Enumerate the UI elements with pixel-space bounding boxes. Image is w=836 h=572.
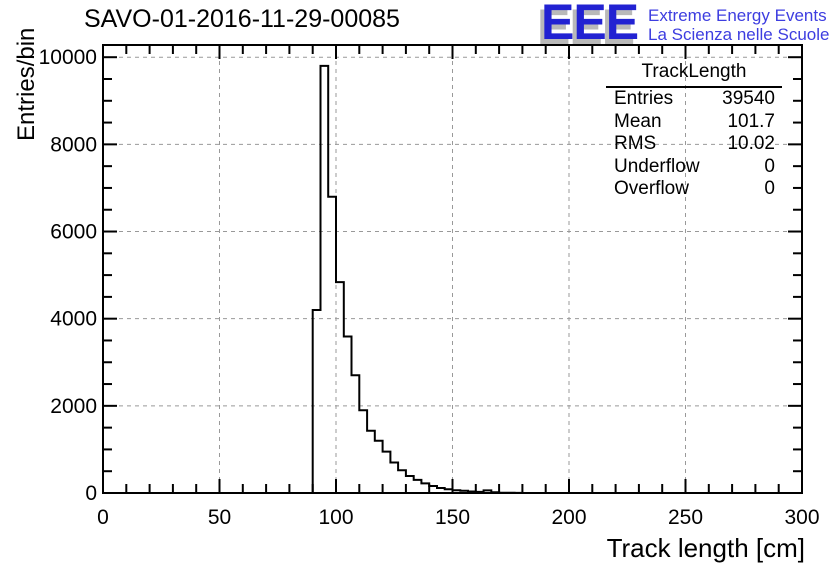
- stat-label: Underflow: [614, 155, 700, 177]
- x-tick-label: 300: [784, 506, 819, 529]
- stats-box: TrackLength Entries 39540 Mean 101.7 RMS…: [606, 61, 782, 201]
- stats-row-overflow: Overflow 0: [606, 178, 782, 201]
- x-tick-labels: 0 50 100 150 200 250 300: [97, 506, 819, 529]
- stats-row-entries: Entries 39540: [606, 88, 782, 111]
- stat-label: Mean: [614, 110, 662, 132]
- histogram-line: [311, 64, 524, 494]
- stat-value: 39540: [722, 88, 775, 109]
- stat-value: 101.7: [727, 110, 775, 132]
- x-tick-label: 200: [551, 506, 586, 529]
- x-tick-label: 0: [97, 506, 109, 529]
- y-tick-label: 6000: [50, 221, 97, 244]
- axis-ticks: [102, 46, 803, 494]
- stats-row-rms: RMS 10.02: [606, 133, 782, 156]
- x-tick-label: 50: [208, 506, 231, 529]
- eee-logo-acronym: EEE: [541, 0, 639, 50]
- stat-value: 0: [764, 155, 775, 177]
- y-tick-label: 2000: [50, 395, 97, 418]
- x-axis-title: Track length [cm]: [607, 533, 805, 563]
- y-axis-title: Entries/bin: [13, 28, 40, 141]
- eee-logo-line2: La Scienza nelle Scuole: [648, 25, 830, 44]
- stats-row-mean: Mean 101.7: [606, 111, 782, 134]
- y-tick-label: 8000: [50, 133, 97, 156]
- x-tick-label: 100: [318, 506, 353, 529]
- stats-row-underflow: Underflow 0: [606, 156, 782, 179]
- stat-value: 0: [764, 178, 775, 199]
- page-title: SAVO-01-2016-11-29-00085: [84, 5, 400, 33]
- eee-logo-line1: Extreme Energy Events: [648, 6, 827, 25]
- y-tick-label: 0: [85, 482, 97, 505]
- y-tick-labels: 0 2000 4000 6000 8000 10000: [39, 46, 97, 505]
- x-tick-label: 150: [435, 506, 470, 529]
- y-tick-label: 10000: [39, 46, 97, 69]
- stat-label: RMS: [614, 133, 657, 154]
- stat-label: Overflow: [614, 178, 689, 199]
- stat-label: Entries: [614, 88, 674, 109]
- y-tick-label: 4000: [50, 308, 97, 331]
- stat-value: 10.02: [727, 133, 775, 154]
- stats-title: TrackLength: [606, 61, 782, 88]
- plot-frame: [102, 44, 803, 494]
- eee-logo-tagline: Extreme Energy Events La Scienza nelle S…: [648, 6, 829, 44]
- x-tick-label: 250: [668, 506, 703, 529]
